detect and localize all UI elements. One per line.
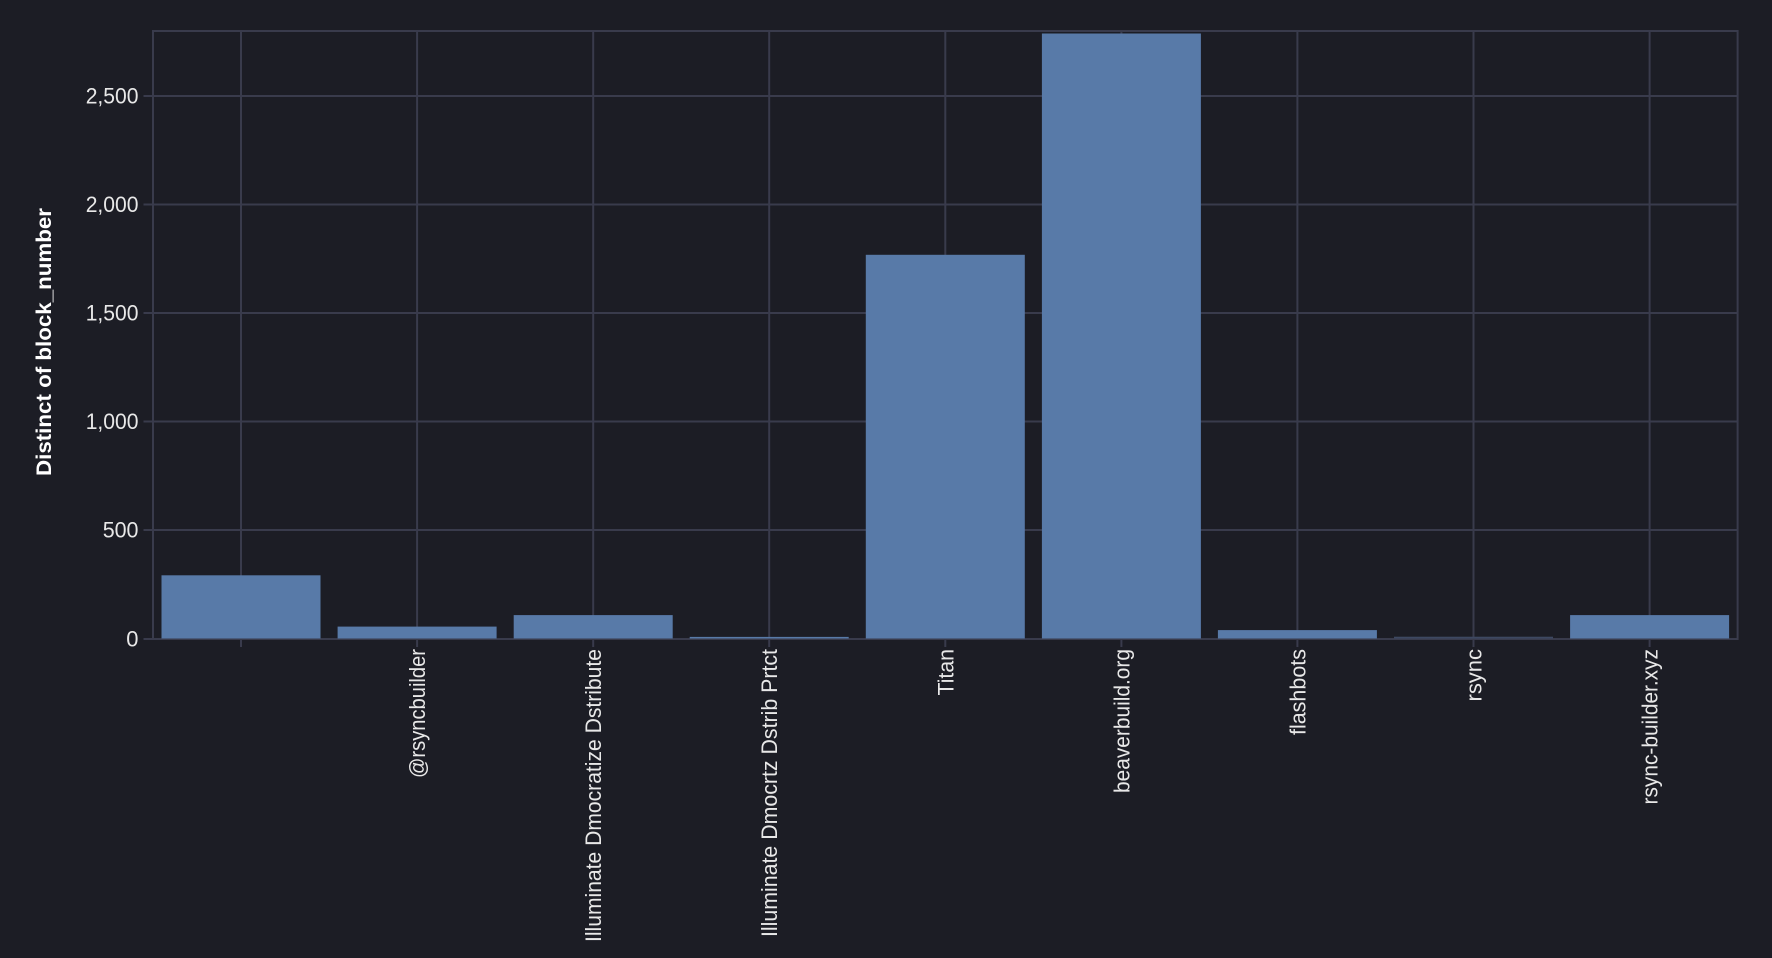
svg-text:rsync-builder.xyz: rsync-builder.xyz bbox=[1638, 649, 1663, 805]
svg-text:Distinct of block_number: Distinct of block_number bbox=[33, 208, 56, 476]
svg-text:Titan: Titan bbox=[933, 649, 958, 696]
svg-text:1,000: 1,000 bbox=[86, 409, 139, 434]
svg-text:@rsyncbuilder: @rsyncbuilder bbox=[405, 649, 430, 778]
svg-text:rsync: rsync bbox=[1462, 649, 1487, 702]
svg-text:1,500: 1,500 bbox=[86, 301, 139, 326]
svg-text:500: 500 bbox=[103, 518, 139, 543]
svg-text:Illuminate Dmocratize Dstribut: Illuminate Dmocratize Dstribute bbox=[581, 649, 606, 942]
svg-text:beaverbuild.org: beaverbuild.org bbox=[1109, 649, 1134, 793]
svg-text:flashbots: flashbots bbox=[1285, 649, 1310, 735]
svg-text:2,000: 2,000 bbox=[86, 192, 139, 217]
svg-text:2,500: 2,500 bbox=[86, 84, 139, 109]
svg-text:0: 0 bbox=[126, 627, 138, 652]
svg-text:Illuminate Dmocrtz Dstrib Prtc: Illuminate Dmocrtz Dstrib Prtct bbox=[757, 649, 782, 937]
